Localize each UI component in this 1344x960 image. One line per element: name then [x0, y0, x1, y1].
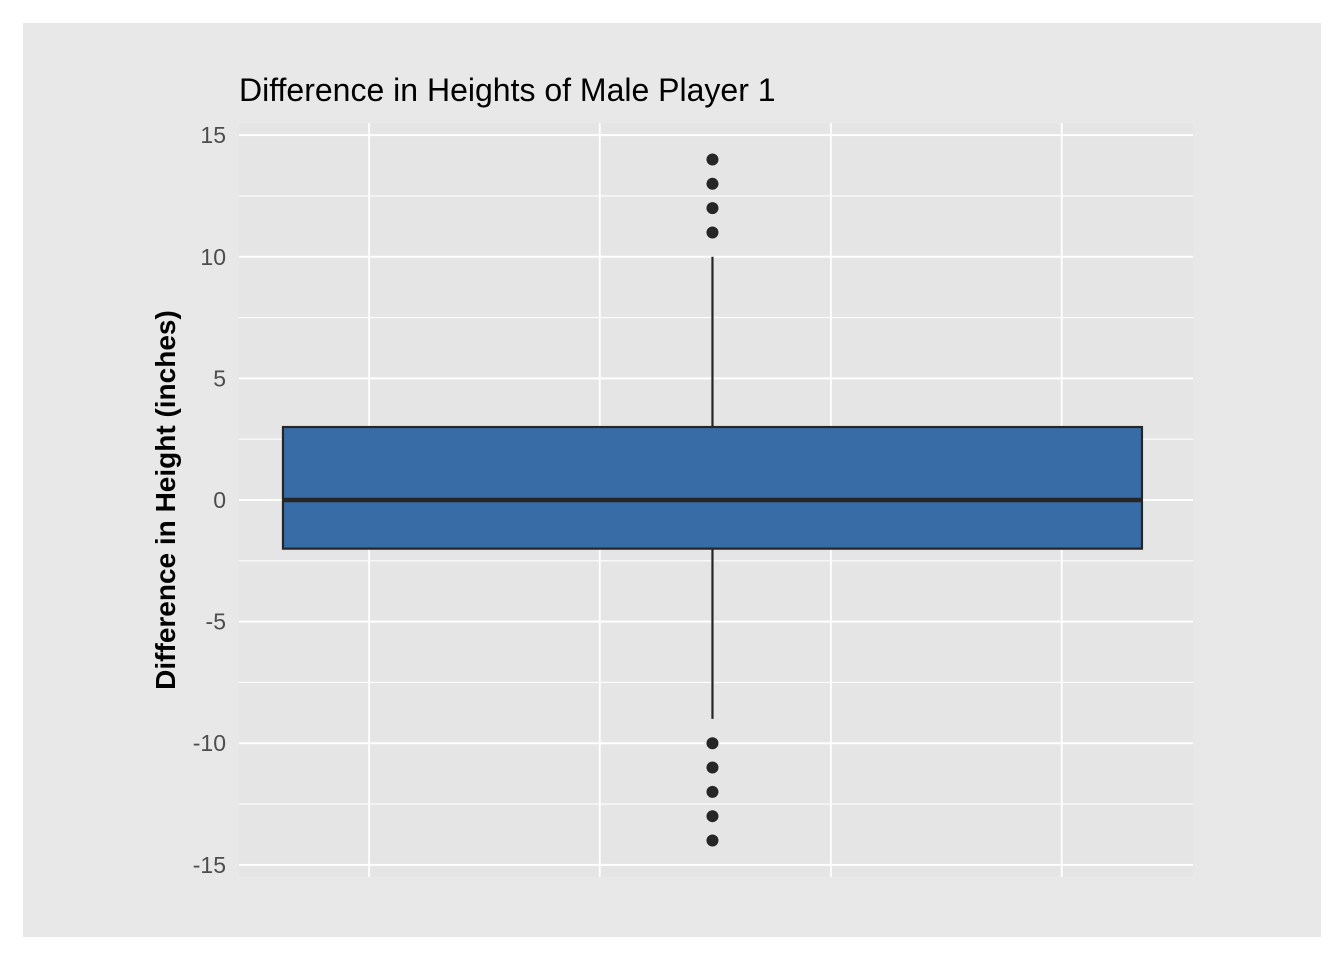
- box-plot-series: [281, 153, 1144, 847]
- outlier-point: [706, 153, 719, 166]
- y-axis-ticks: 15 10 5 0 -5 -10 -15: [193, 122, 226, 878]
- box-plot-chart: Difference in Heights of Male Player 1 1…: [150, 72, 1193, 878]
- chart-frame: Difference in Heights of Male Player 1 1…: [23, 23, 1321, 937]
- y-tick-label: -5: [206, 609, 226, 635]
- y-tick-label: 5: [213, 365, 226, 391]
- interquartile-box: [281, 425, 1144, 550]
- y-axis-label: Difference in Height (inches): [150, 310, 181, 690]
- y-tick-label: -15: [193, 852, 226, 878]
- y-tick-label: 15: [200, 122, 226, 148]
- outlier-point: [706, 202, 719, 215]
- chart-title: Difference in Heights of Male Player 1: [239, 72, 776, 108]
- y-tick-label: -10: [193, 730, 226, 756]
- outlier-point: [706, 834, 719, 847]
- outlier-point: [706, 737, 719, 750]
- y-tick-label: 0: [213, 487, 226, 513]
- y-tick-label: 10: [200, 244, 226, 270]
- outlier-point: [706, 226, 719, 239]
- outlier-point: [706, 785, 719, 798]
- outlier-point: [706, 177, 719, 190]
- outlier-point: [706, 810, 719, 823]
- outlier-point: [706, 761, 719, 774]
